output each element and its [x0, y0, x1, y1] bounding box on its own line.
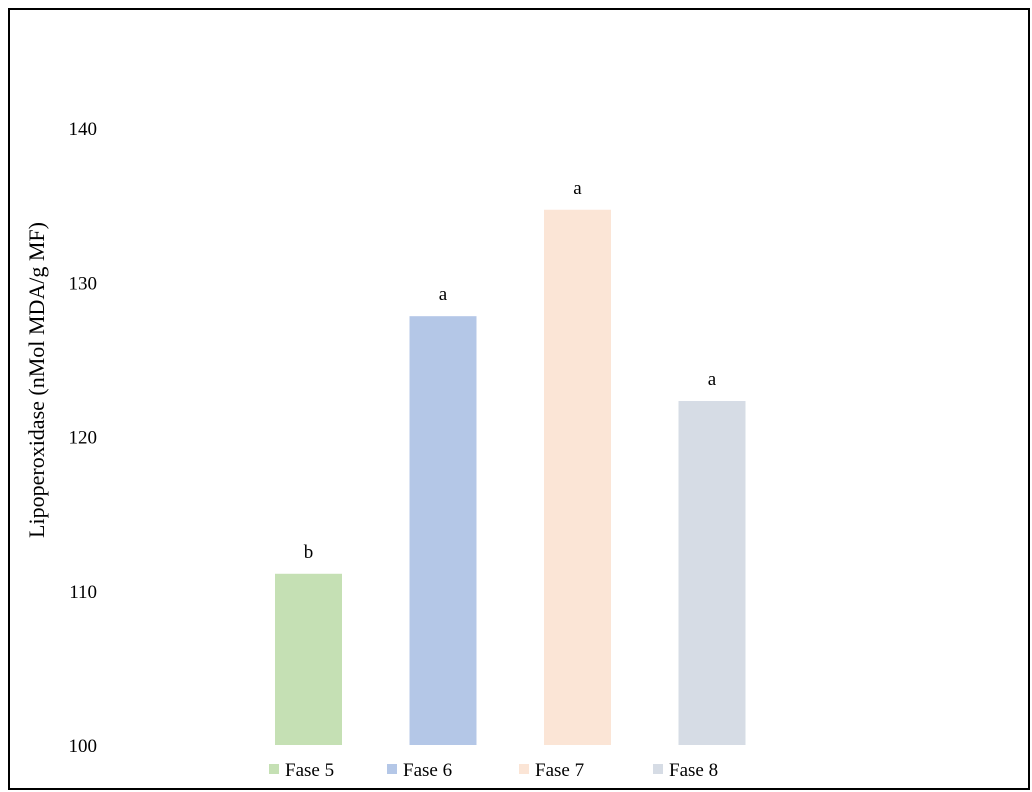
bar-fase-5: [275, 573, 342, 745]
legend: Fase 5 Fase 6 Fase 7 Fase 8: [269, 760, 718, 781]
legend-swatch: [653, 764, 663, 774]
bars-group: [275, 209, 746, 745]
legend-item: Fase 6: [387, 760, 452, 781]
bar-fase-8: [678, 401, 746, 745]
significance-label: a: [439, 284, 448, 305]
legend-label: Fase 6: [403, 760, 452, 781]
legend-swatch: [387, 764, 397, 774]
legend-label: Fase 8: [669, 760, 718, 781]
significance-label: a: [573, 178, 582, 199]
legend-item: Fase 5: [269, 760, 334, 781]
legend-item: Fase 7: [519, 760, 584, 781]
significance-label: a: [708, 369, 717, 390]
y-tick-label: 140: [69, 119, 98, 140]
legend-swatch: [269, 764, 279, 774]
y-tick-label: 130: [69, 273, 98, 294]
significance-labels: b a a a: [304, 178, 717, 563]
legend-label: Fase 7: [535, 760, 584, 781]
significance-label: b: [304, 542, 314, 563]
y-axis-ticks: 100 110 120 130 140: [69, 119, 98, 757]
chart-frame: [8, 8, 1030, 790]
bar-fase-7: [544, 209, 611, 745]
y-tick-label: 100: [69, 736, 98, 757]
y-tick-label: 110: [69, 582, 97, 603]
y-tick-label: 120: [69, 428, 98, 449]
bar-fase-6: [409, 316, 477, 745]
legend-label: Fase 5: [285, 760, 334, 781]
legend-item: Fase 8: [653, 760, 718, 781]
legend-swatch: [519, 764, 529, 774]
y-axis-title: Lipoperoxidase (nMol MDA/g MF): [24, 222, 49, 538]
